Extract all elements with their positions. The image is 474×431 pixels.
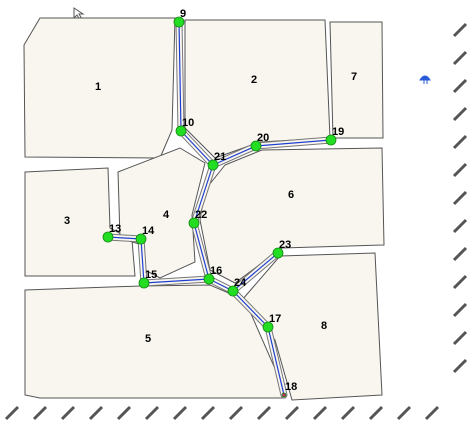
road-line (267, 326, 285, 396)
parcel-label: 3 (64, 215, 70, 227)
hatch-mark (452, 78, 468, 94)
parcel-label: 5 (145, 333, 151, 345)
hatch-mark (60, 405, 76, 421)
node (250, 140, 262, 152)
node (138, 277, 150, 289)
road-line (178, 21, 182, 132)
hatch-mark (172, 405, 188, 421)
node (102, 231, 114, 243)
hatch-mark (200, 405, 216, 421)
hatch-mark (340, 405, 356, 421)
hatch-mark (424, 405, 440, 421)
node-label: 13 (109, 223, 121, 235)
node (203, 273, 215, 285)
node (227, 285, 239, 297)
hatch-mark (452, 50, 468, 66)
parcel-label: 1 (95, 81, 101, 93)
node (281, 392, 287, 398)
road-line (180, 130, 214, 166)
parcel (23, 17, 176, 159)
node (262, 321, 274, 333)
parcel-label: 2 (251, 74, 257, 86)
node-label: 14 (142, 225, 155, 237)
hatch-mark (144, 405, 160, 421)
node (173, 16, 185, 28)
road-line (143, 278, 210, 284)
road-line (107, 236, 142, 240)
hatch-mark (452, 22, 468, 38)
parcel-label: 8 (321, 320, 327, 332)
node-label: 10 (182, 117, 194, 129)
hatch-mark (452, 134, 468, 150)
hatch-mark (452, 190, 468, 206)
hatch-mark (32, 405, 48, 421)
node (175, 125, 187, 137)
node (207, 159, 219, 171)
node-label: 19 (332, 126, 344, 138)
hatch (4, 22, 468, 421)
hatch-mark (4, 405, 20, 421)
node (272, 247, 284, 259)
hatch-mark (228, 405, 244, 421)
node (325, 134, 337, 146)
node-label: 18 (285, 381, 297, 393)
hatch-mark (116, 405, 132, 421)
node-label: 9 (180, 8, 186, 20)
hatch-mark (452, 358, 468, 374)
hatch-mark (396, 405, 412, 421)
parcels: 1 2 7 3 4 6 5 8 (23, 17, 385, 401)
parcel-label: 6 (288, 189, 294, 201)
node-label: 16 (210, 265, 222, 277)
node (135, 233, 147, 245)
hatch-mark (312, 405, 328, 421)
hatch-mark (368, 405, 384, 421)
node-label: 17 (269, 313, 281, 325)
road-line (193, 222, 210, 280)
hatch-mark (452, 218, 468, 234)
node (188, 217, 200, 229)
node-label: 15 (145, 269, 157, 281)
node-label: 21 (214, 151, 226, 163)
node-label: 24 (234, 277, 247, 289)
hatch-mark (452, 246, 468, 262)
node-label: 20 (257, 132, 269, 144)
road-line (193, 164, 214, 224)
hatch-mark (452, 162, 468, 178)
road-line (140, 238, 145, 284)
node-label: 22 (195, 209, 207, 221)
hatch-mark (284, 405, 300, 421)
road-line (255, 139, 332, 147)
hatch-mark (256, 405, 272, 421)
hatch-mark (452, 274, 468, 290)
road-line (212, 145, 257, 166)
road-line (232, 290, 269, 328)
icon (419, 75, 431, 84)
parcel-label: 4 (163, 209, 170, 221)
hatch-mark (88, 405, 104, 421)
hatch-mark (452, 106, 468, 122)
parcel-label: 7 (351, 71, 357, 83)
node-label: 23 (279, 239, 291, 251)
hatch-mark (452, 330, 468, 346)
parcel (329, 21, 384, 139)
road-line (232, 252, 279, 292)
hatch-mark (452, 302, 468, 318)
